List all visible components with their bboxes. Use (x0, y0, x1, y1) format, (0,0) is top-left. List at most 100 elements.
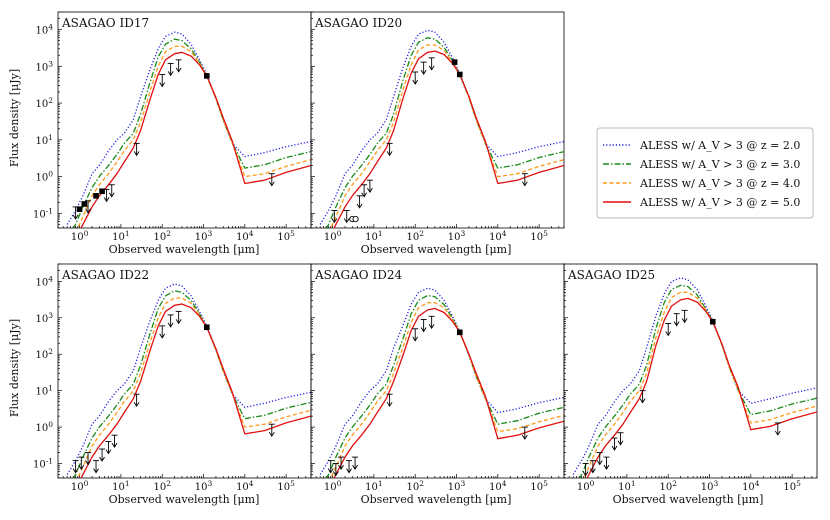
legend-entry-z2: ALESS w/ A_V > 3 @ z = 2.0 (603, 139, 800, 152)
series-group (319, 287, 564, 478)
upper-limit-point (78, 456, 85, 470)
x-ticks: 100 101 102 103 104 105 (310, 474, 565, 493)
upper-limit-point (521, 426, 528, 440)
y-tick-label: 102 (35, 347, 53, 361)
panel-title: ASAGAO ID24 (314, 268, 402, 282)
upper-limit-point (346, 460, 353, 474)
upper-limit-point (596, 452, 603, 466)
upper-limit-point (603, 456, 610, 470)
x-tick-label: 100 (324, 229, 342, 243)
x-tick-label: 103 (701, 479, 719, 493)
photometry-points (72, 59, 275, 220)
y-ticks: 10-1 100 101 102 103 104 (33, 11, 62, 229)
x-tick-label: 101 (365, 229, 383, 243)
y-tick-label: 102 (35, 96, 53, 110)
x-tick-label: 101 (618, 479, 636, 493)
series-group (66, 31, 311, 228)
x-tick-label: 102 (153, 479, 171, 493)
panel-1: 100 101 102 103 104 105 10-1 100 101 102 103 104 ASA… (33, 11, 312, 243)
panels: 100 101 102 103 104 105 10-1 100 101 102 103 104 ASA… (33, 11, 818, 493)
x-tick-label: 100 (71, 229, 89, 243)
upper-limit-point (361, 184, 368, 198)
upper-limit-point (175, 310, 182, 325)
upper-limit-point (327, 460, 334, 474)
series-line-4 (333, 307, 564, 478)
series-line-2 (72, 38, 311, 228)
detection-point (456, 71, 463, 78)
series-line-1 (66, 283, 311, 475)
upper-limit-point (167, 314, 174, 328)
upper-limit-point (412, 71, 419, 85)
x-tick-label: 102 (659, 479, 677, 493)
series-group (66, 283, 311, 478)
x-tick-label: 105 (530, 229, 548, 243)
upper-limit-point (159, 74, 166, 88)
detection-point (81, 201, 88, 207)
y-tick-label: 104 (35, 274, 53, 288)
upper-limit-point (159, 325, 166, 339)
x-tick-label: 101 (112, 479, 130, 493)
y-tick-label: 101 (35, 384, 53, 398)
y-ticks (564, 263, 568, 479)
upper-limit-point (639, 390, 646, 404)
x-tick-label: 102 (153, 229, 171, 243)
upper-limit-point (611, 437, 618, 451)
detection-point (93, 193, 99, 199)
series-line-2 (578, 284, 817, 478)
series-line-4 (80, 51, 311, 228)
upper-limit-point (420, 61, 427, 75)
y-tick-label: 101 (35, 133, 53, 147)
panel-title: ASAGAO ID22 (61, 268, 149, 282)
x-ticks: 100 101 102 103 104 105 (57, 224, 312, 243)
x-tick-label: 102 (406, 229, 424, 243)
x-ticks: 100 101 102 103 104 105 (310, 224, 565, 243)
legend-entry-z5: ALESS w/ A_V > 3 @ z = 5.0 (603, 196, 800, 209)
x-axis-label-panel-3: Observed wavelength [μm] (109, 493, 260, 506)
detection-point (451, 59, 458, 65)
upper-limit-point (521, 173, 528, 187)
upper-limit-point (420, 319, 427, 333)
upper-limit-point (343, 210, 350, 224)
legend-label-z4: ALESS w/ A_V > 3 @ z = 4.0 (639, 177, 800, 190)
y-tick-label: 104 (35, 23, 53, 37)
panel-2: 100 101 102 103 104 105 ASAGAO ID20 (310, 11, 565, 243)
x-tick-label: 104 (742, 479, 760, 493)
x-tick-label: 103 (448, 229, 466, 243)
x-tick-label: 101 (365, 479, 383, 493)
x-tick-label: 105 (277, 229, 295, 243)
upper-limit-point (99, 448, 106, 462)
detection-point (99, 188, 105, 195)
upper-limit-point (103, 188, 110, 203)
x-axis-label-panel-2: Observed wavelength [μm] (361, 243, 512, 256)
legend: ALESS w/ A_V > 3 @ z = 2.0 ALESS w/ A_V … (596, 127, 814, 219)
upper-limit-point (356, 195, 363, 209)
panel-frame (57, 263, 312, 479)
series-line-4 (80, 303, 311, 478)
x-axis-label-panel-4: Observed wavelength [μm] (361, 493, 512, 506)
series-line-3 (330, 302, 564, 478)
upper-limit-point (617, 432, 624, 446)
upper-limit-point (268, 173, 275, 187)
panel-title: ASAGAO ID20 (314, 16, 402, 30)
upper-limit-point (111, 434, 118, 449)
upper-limit-point (85, 200, 92, 214)
x-tick-label: 104 (236, 479, 254, 493)
upper-limit-point (582, 463, 589, 477)
upper-limit-point (589, 460, 596, 474)
legend-entry-z3: ALESS w/ A_V > 3 @ z = 3.0 (603, 158, 800, 171)
upper-limit-point (85, 452, 92, 466)
upper-limit-point (366, 179, 373, 194)
upper-limit-point (72, 460, 79, 474)
x-tick-label: 101 (112, 229, 130, 243)
x-ticks: 100 101 102 103 104 105 (57, 474, 312, 493)
series-group (319, 29, 564, 228)
legend-entry-z4: ALESS w/ A_V > 3 @ z = 4.0 (603, 177, 800, 190)
x-tick-label: 100 (324, 479, 342, 493)
series-line-1 (319, 29, 564, 225)
series-line-3 (330, 44, 564, 228)
y-tick-label: 10-1 (33, 457, 53, 471)
upper-limit-point (774, 422, 781, 436)
y-tick-label: 100 (35, 420, 53, 434)
series-line-1 (66, 31, 311, 225)
upper-limit-point (665, 322, 672, 337)
